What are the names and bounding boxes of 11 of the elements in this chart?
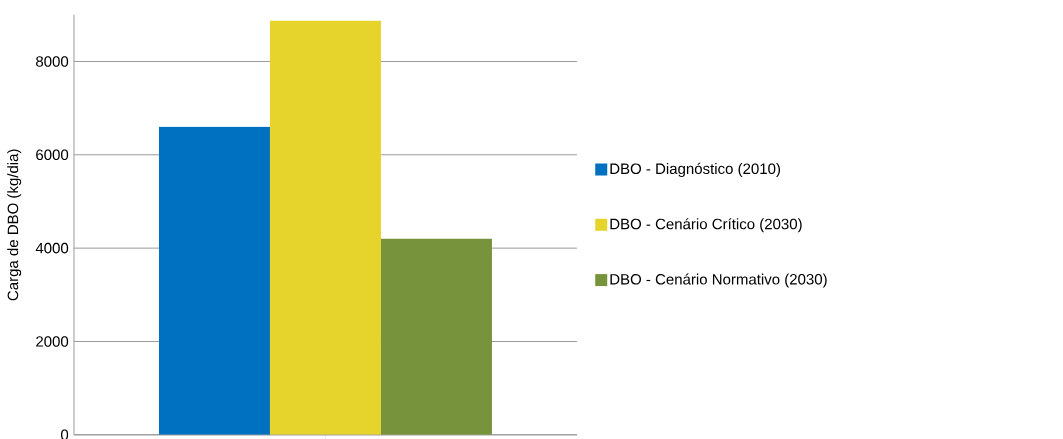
legend-label: DBO - Cenário Crítico (2030) [610,218,802,233]
legend-label: DBO - Cenário Normativo (2030) [610,273,827,288]
y-tick-label: 4000 [35,242,69,254]
bar [158,126,270,435]
bar [269,20,381,435]
legend-label: DBO - Diagnóstico (2010) [610,162,781,177]
y-tick-label: 6000 [36,149,69,161]
y-tick-label: 8000 [36,56,69,67]
y-axis-title: Carga de DBO (kg/dia) [7,149,22,301]
y-tick-label: 2000 [36,336,69,347]
bar [380,238,492,435]
